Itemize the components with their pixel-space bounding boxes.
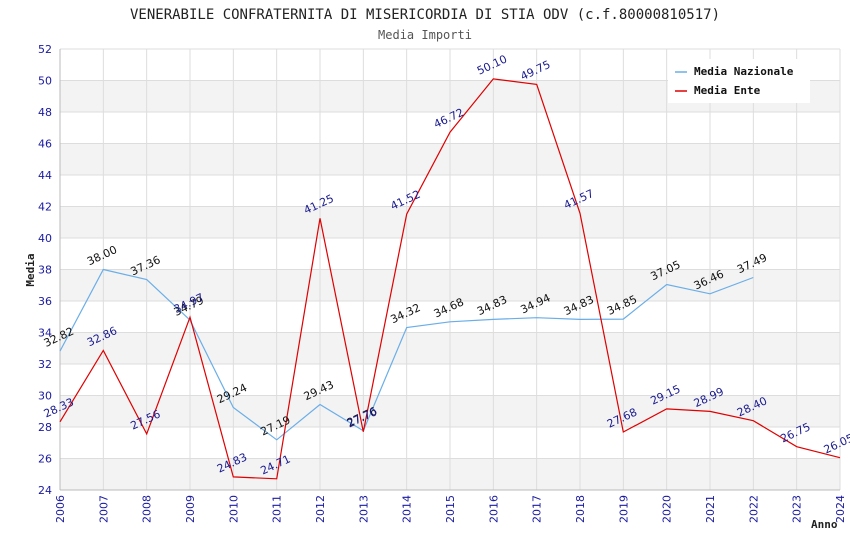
x-tick-label: 2010 <box>227 495 240 523</box>
x-tick-label: 2015 <box>444 495 457 523</box>
data-label: 38.00 <box>85 243 119 268</box>
y-axis-ticks: 24 26 28 30 32 34 36 38 40 42 44 46 48 50 52 <box>38 43 52 497</box>
y-tick-label: 44 <box>38 169 52 182</box>
y-tick-label: 52 <box>38 43 52 56</box>
y-tick-label: 42 <box>38 201 52 214</box>
series-line-media-nazionale <box>59 268 754 441</box>
x-tick-label: 2012 <box>314 495 327 523</box>
grid-lines <box>59 48 841 491</box>
data-label: 50.10 <box>475 53 509 78</box>
x-tick-label: 2020 <box>661 495 674 523</box>
y-tick-label: 36 <box>38 295 52 308</box>
x-tick-label: 2016 <box>487 495 500 523</box>
x-tick-label: 2018 <box>574 495 587 523</box>
legend-label-media-nazionale: Media Nazionale <box>694 65 794 78</box>
y-tick-label: 32 <box>38 358 52 371</box>
chart-title: VENERABILE CONFRATERNITA DI MISERICORDIA… <box>130 7 720 23</box>
x-tick-label: 2008 <box>141 495 154 523</box>
series-lines <box>59 78 841 480</box>
x-tick-label: 2022 <box>747 495 760 523</box>
series-line-media-ente <box>59 78 841 480</box>
y-axis-label: Media <box>24 253 37 286</box>
y-tick-label: 38 <box>38 264 52 277</box>
y-tick-label: 24 <box>38 484 52 497</box>
y-tick-label: 26 <box>38 453 52 466</box>
x-tick-label: 2023 <box>791 495 804 523</box>
chart-subtitle: Media Importi <box>378 28 472 42</box>
legend-label-media-ente: Media Ente <box>694 84 761 97</box>
y-tick-label: 48 <box>38 106 52 119</box>
x-tick-label: 2009 <box>184 495 197 523</box>
x-tick-label: 2006 <box>54 495 67 523</box>
x-tick-label: 2021 <box>704 495 717 523</box>
x-axis-label: Anno <box>811 518 838 531</box>
y-tick-label: 46 <box>38 138 52 151</box>
legend: Media Nazionale Media Ente <box>668 59 810 103</box>
y-tick-label: 50 <box>38 75 52 88</box>
x-axis-ticks: 2006 2007 2008 2009 2010 2011 2012 2013 2014 2015… <box>54 495 847 523</box>
x-tick-label: 2011 <box>271 495 284 523</box>
data-label: 49.75 <box>518 58 552 83</box>
x-tick-label: 2024 <box>834 495 847 523</box>
x-tick-label: 2019 <box>617 495 630 523</box>
x-tick-label: 2007 <box>97 495 110 523</box>
x-tick-label: 2014 <box>401 495 414 523</box>
data-label: 26.05 <box>822 431 850 456</box>
y-tick-label: 28 <box>38 421 52 434</box>
y-tick-label: 34 <box>38 327 52 340</box>
x-tick-label: 2013 <box>357 495 370 523</box>
data-label: 34.32 <box>388 301 422 326</box>
y-tick-label: 30 <box>38 390 52 403</box>
y-tick-label: 40 <box>38 232 52 245</box>
legend-box <box>668 59 810 103</box>
x-tick-label: 2017 <box>531 495 544 523</box>
